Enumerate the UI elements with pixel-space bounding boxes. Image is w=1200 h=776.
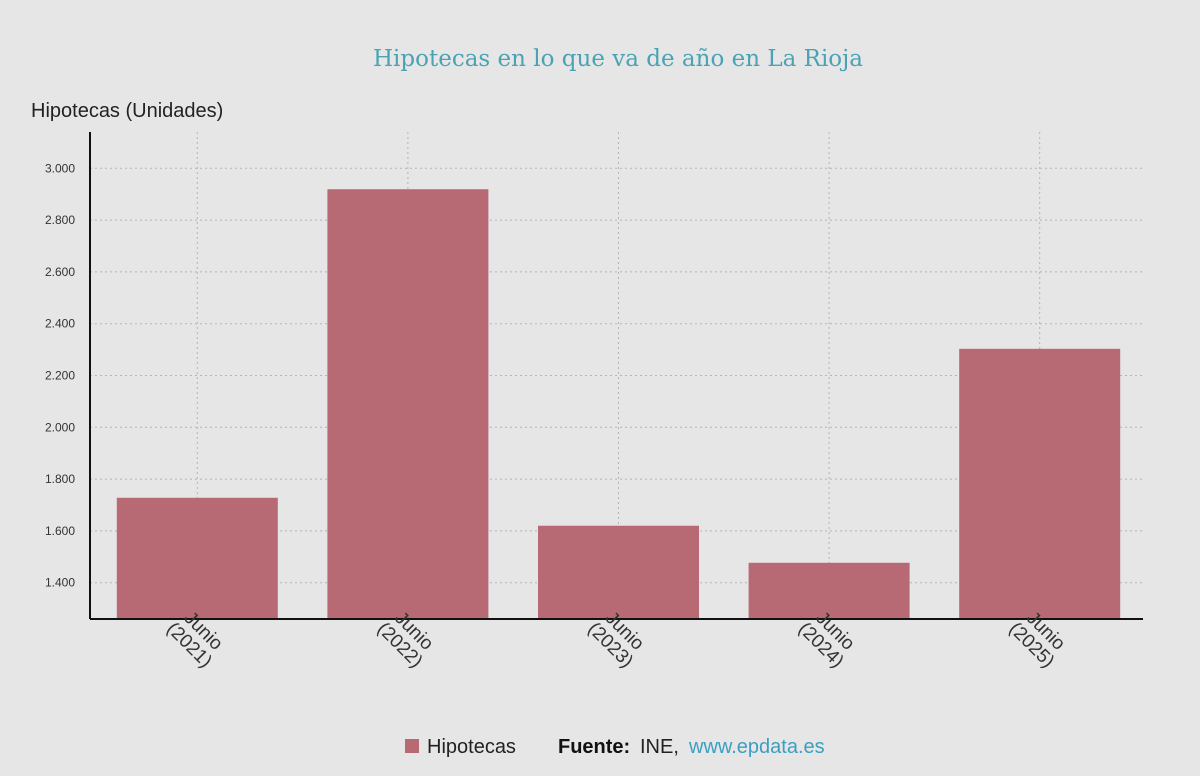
source-label: Fuente: [558, 736, 630, 758]
y-axis-label: Hipotecas (Unidades) [31, 100, 223, 122]
y-tick-label: 1.800 [45, 472, 75, 486]
y-tick-label: 3.000 [45, 161, 75, 175]
legend: Hipotecas Fuente: INE, www.epdata.es [405, 736, 825, 758]
source-text: INE, [640, 736, 679, 758]
bar-0[interactable] [116, 497, 278, 619]
source-link[interactable]: www.epdata.es [688, 736, 825, 758]
y-tick-label: 2.200 [45, 369, 75, 383]
legend-label-hipotecas: Hipotecas [427, 736, 516, 758]
y-tick-label: 1.400 [45, 576, 75, 590]
y-tick-label: 2.800 [45, 213, 75, 227]
legend-swatch-hipotecas [405, 739, 419, 753]
y-tick-label: 2.400 [45, 317, 75, 331]
y-tick-label: 1.600 [45, 524, 75, 538]
y-tick-label: 2.600 [45, 265, 75, 279]
chart-title: Hipotecas en lo que va de año en La Rioj… [373, 46, 863, 72]
x-tick-labels: Junio(2021) Junio(2022) Junio(2023) Junio(2… [162, 608, 1069, 672]
y-tick-labels: 1.400 1.600 1.800 2.000 2.200 2.400 2.600 2.800… [45, 161, 75, 589]
y-tick-label: 2.000 [45, 420, 75, 434]
bar-2[interactable] [538, 525, 699, 619]
bars [116, 189, 1121, 619]
bar-3[interactable] [748, 562, 910, 619]
bar-4[interactable] [959, 348, 1121, 619]
bar-1[interactable] [327, 189, 489, 619]
